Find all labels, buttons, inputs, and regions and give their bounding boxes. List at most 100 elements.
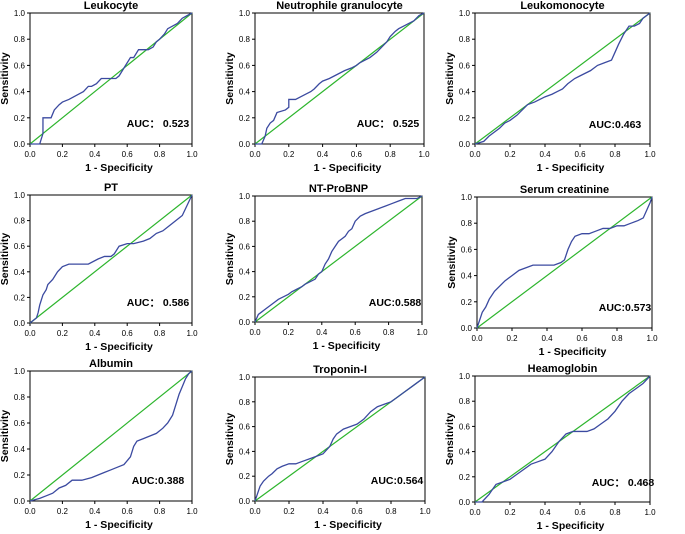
x-axis-label: 1 - Specificity (85, 341, 153, 353)
y-tick-label: 0.8 (239, 217, 251, 226)
roc-curve (30, 12, 193, 145)
auc-label: AUC:0.463 (589, 119, 642, 131)
roc-curve (476, 196, 653, 329)
x-tick-label: 0.8 (609, 150, 621, 159)
x-tick-label: 0.2 (57, 329, 69, 338)
y-tick-label: 0.2 (14, 293, 26, 302)
x-tick-label: 0.0 (469, 508, 481, 517)
x-tick-label: 0.6 (576, 334, 588, 343)
reference-line (254, 195, 423, 323)
y-tick-label: 0.4 (14, 268, 26, 277)
auc-label: AUC： 0.468 (592, 477, 655, 489)
x-tick-label: 0.6 (351, 150, 363, 159)
x-tick-label: 0.0 (24, 507, 36, 516)
y-tick-label: 1.0 (459, 372, 471, 381)
y-tick-label: 0.2 (14, 114, 26, 123)
x-tick-label: 0.2 (57, 507, 69, 516)
reference-line (29, 194, 193, 324)
y-tick-label: 0.6 (459, 61, 471, 70)
y-tick-label: 1.0 (239, 192, 251, 201)
y-tick-label: 0.4 (459, 448, 471, 457)
plot-frame (474, 375, 651, 503)
x-tick-label: 0.6 (122, 150, 134, 159)
x-tick-label: 0.0 (249, 150, 261, 159)
y-axis-label: Sensitivity (446, 236, 458, 289)
plot-frame (476, 196, 653, 329)
y-axis-label: Sensitivity (0, 233, 11, 286)
x-tick-label: 0.6 (574, 150, 586, 159)
y-tick-label: 0.2 (459, 114, 471, 123)
x-tick-label: 0.6 (122, 329, 134, 338)
roc-curve (254, 376, 426, 502)
x-tick-label: 0.8 (611, 334, 623, 343)
y-tick-label: 0.8 (459, 397, 471, 406)
y-tick-label: 0.8 (14, 35, 26, 44)
x-tick-label: 1.0 (419, 507, 431, 516)
plot-frame (29, 12, 193, 145)
y-tick-label: 0.6 (239, 242, 251, 251)
y-tick-label: 0.8 (239, 398, 251, 407)
reference-line (474, 12, 651, 145)
y-tick-label: 0.0 (239, 318, 251, 327)
y-tick-label: 0.0 (239, 497, 251, 506)
auc-label: AUC:0.388 (132, 475, 185, 487)
x-tick-label: 0.2 (283, 328, 295, 337)
x-tick-label: 0.0 (24, 329, 36, 338)
y-tick-label: 1.0 (239, 373, 251, 382)
y-axis-label: Sensitivity (444, 52, 456, 105)
plot-frame (29, 370, 193, 502)
roc-panel-9: Heamoglobin 0.0 0.2 0.4 0.6 0.8 1.0 0.0 0.2 0.4 0.… (444, 363, 656, 532)
roc-curve (475, 375, 651, 503)
y-tick-label: 0.0 (459, 140, 471, 149)
y-tick-label: 0.8 (459, 35, 471, 44)
panel-title: Albumin (89, 358, 133, 370)
x-tick-label: 0.4 (316, 328, 328, 337)
y-tick-label: 0.8 (239, 35, 251, 44)
x-axis-label: 1 - Specificity (85, 519, 153, 531)
y-tick-label: 0.4 (461, 272, 473, 281)
roc-panel-4: PT 0.0 0.2 0.4 0.6 0.8 1.0 0.0 0.2 0.4 0.6 0.8 1.0 1 … (0, 182, 198, 353)
x-tick-label: 0.4 (317, 507, 329, 516)
panel-title: Leukocyte (84, 0, 138, 12)
x-tick-label: 0.4 (539, 150, 551, 159)
x-axis-label: 1 - Specificity (314, 519, 382, 531)
panel-title: Heamoglobin (528, 363, 598, 375)
x-axis-label: 1 - Specificity (85, 162, 153, 174)
x-tick-label: 0.4 (89, 507, 101, 516)
y-tick-label: 0.6 (239, 423, 251, 432)
reference-line (476, 196, 653, 329)
x-axis-label: 1 - Specificity (537, 520, 605, 532)
roc-panel-5: NT-ProBNP 0.0 0.2 0.4 0.6 0.8 1.0 0.0 0.2 0.4 0.6 0… (224, 183, 428, 352)
x-tick-label: 1.0 (644, 508, 656, 517)
auc-label: AUC:0.564 (371, 475, 424, 487)
panel-title: PT (104, 182, 118, 194)
roc-panel-7: Albumin 0.0 0.2 0.4 0.6 0.8 1.0 0.0 0.2 0.4 0.6 0.8… (0, 358, 198, 531)
x-tick-label: 0.0 (469, 150, 481, 159)
y-tick-label: 0.6 (461, 245, 473, 254)
auc-label: AUC： 0.525 (357, 118, 420, 130)
x-tick-label: 0.6 (122, 507, 134, 516)
y-tick-label: 0.0 (239, 140, 251, 149)
x-tick-label: 1.0 (186, 150, 198, 159)
plot-frame (254, 12, 425, 145)
x-tick-label: 0.0 (24, 150, 36, 159)
y-tick-label: 0.0 (459, 498, 471, 507)
y-tick-label: 0.4 (239, 268, 251, 277)
x-tick-label: 1.0 (186, 507, 198, 516)
y-tick-label: 1.0 (14, 191, 26, 200)
x-tick-label: 0.2 (283, 150, 295, 159)
y-axis-label: Sensitivity (224, 413, 236, 466)
plot-frame (474, 12, 651, 145)
y-tick-label: 0.6 (14, 242, 26, 251)
x-axis-label: 1 - Specificity (537, 162, 605, 174)
x-tick-label: 1.0 (644, 150, 656, 159)
y-tick-label: 0.0 (14, 497, 26, 506)
y-tick-label: 0.2 (14, 471, 26, 480)
y-tick-label: 1.0 (461, 193, 473, 202)
y-tick-label: 0.4 (14, 88, 26, 97)
x-tick-label: 0.6 (351, 507, 363, 516)
panel-title: Troponin-I (313, 364, 367, 376)
y-tick-label: 0.6 (14, 61, 26, 70)
x-axis-label: 1 - Specificity (314, 162, 382, 174)
